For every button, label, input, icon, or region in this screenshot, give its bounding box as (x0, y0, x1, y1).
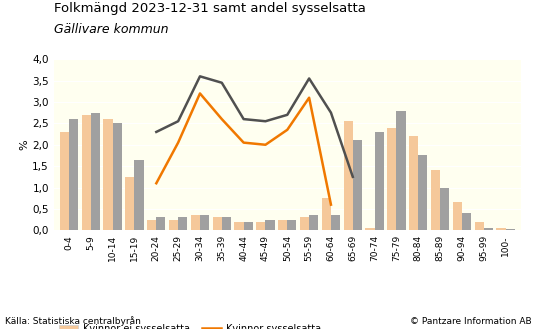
Y-axis label: %: % (19, 139, 30, 150)
Kvinnor sysselsatta (153, 181, 159, 185)
Män sysselsatta (306, 77, 313, 81)
Män sysselsatta (153, 130, 159, 134)
Kvinnor sysselsatta (262, 143, 268, 147)
Bar (440, 188, 449, 230)
Bar (475, 222, 484, 230)
Bar (484, 228, 493, 230)
Bar (191, 215, 200, 230)
Bar (278, 220, 287, 230)
Män sysselsatta (350, 175, 356, 179)
Bar (409, 136, 418, 230)
Bar (156, 217, 165, 230)
Bar (496, 228, 506, 230)
Män sysselsatta (328, 111, 334, 114)
Bar (344, 121, 353, 230)
Bar (462, 213, 471, 230)
Bar (353, 140, 362, 230)
Bar (418, 155, 427, 230)
Bar (396, 111, 405, 230)
Kvinnor sysselsatta (197, 91, 203, 95)
Bar (331, 215, 340, 230)
Text: Källa: Statistiska centralbyrån: Källa: Statistiska centralbyrån (5, 316, 141, 326)
Kvinnor sysselsatta (328, 203, 334, 207)
Bar (244, 222, 253, 230)
Män sysselsatta (262, 119, 268, 123)
Kvinnor sysselsatta (175, 140, 182, 144)
Bar (300, 217, 309, 230)
Kvinnor sysselsatta (219, 117, 225, 121)
Kvinnor sysselsatta (306, 96, 313, 100)
Kvinnor sysselsatta (241, 140, 247, 144)
Bar (431, 170, 440, 230)
Bar (222, 217, 231, 230)
Bar (506, 229, 515, 230)
Bar (200, 215, 209, 230)
Line: Kvinnor sysselsatta: Kvinnor sysselsatta (156, 93, 331, 205)
Bar (134, 160, 143, 230)
Bar (113, 123, 122, 230)
Män sysselsatta (241, 117, 247, 121)
Bar (235, 222, 244, 230)
Bar (287, 220, 296, 230)
Text: © Pantzare Information AB: © Pantzare Information AB (410, 317, 532, 326)
Bar (69, 119, 78, 230)
Bar (309, 215, 318, 230)
Bar (213, 217, 222, 230)
Text: Gällivare kommun: Gällivare kommun (54, 23, 168, 36)
Bar (322, 198, 331, 230)
Bar (453, 202, 462, 230)
Bar (169, 220, 178, 230)
Bar (366, 228, 375, 230)
Line: Män sysselsatta: Män sysselsatta (156, 76, 353, 177)
Bar (91, 113, 100, 230)
Män sysselsatta (219, 81, 225, 85)
Bar (60, 132, 69, 230)
Legend: Kvinnor ej sysselsatta, Män ej sysselsatta, Kvinnor sysselsatta, Män sysselsatta: Kvinnor ej sysselsatta, Män ej sysselsat… (59, 324, 321, 329)
Bar (147, 220, 156, 230)
Män sysselsatta (175, 119, 182, 123)
Bar (104, 119, 113, 230)
Text: Folkmängd 2023-12-31 samt andel sysselsatta: Folkmängd 2023-12-31 samt andel sysselsa… (54, 2, 366, 15)
Bar (82, 115, 91, 230)
Män sysselsatta (197, 74, 203, 78)
Bar (125, 177, 134, 230)
Kvinnor sysselsatta (284, 128, 291, 132)
Bar (178, 217, 187, 230)
Bar (256, 222, 265, 230)
Bar (375, 132, 384, 230)
Bar (265, 220, 274, 230)
Bar (387, 128, 396, 230)
Män sysselsatta (284, 113, 291, 117)
